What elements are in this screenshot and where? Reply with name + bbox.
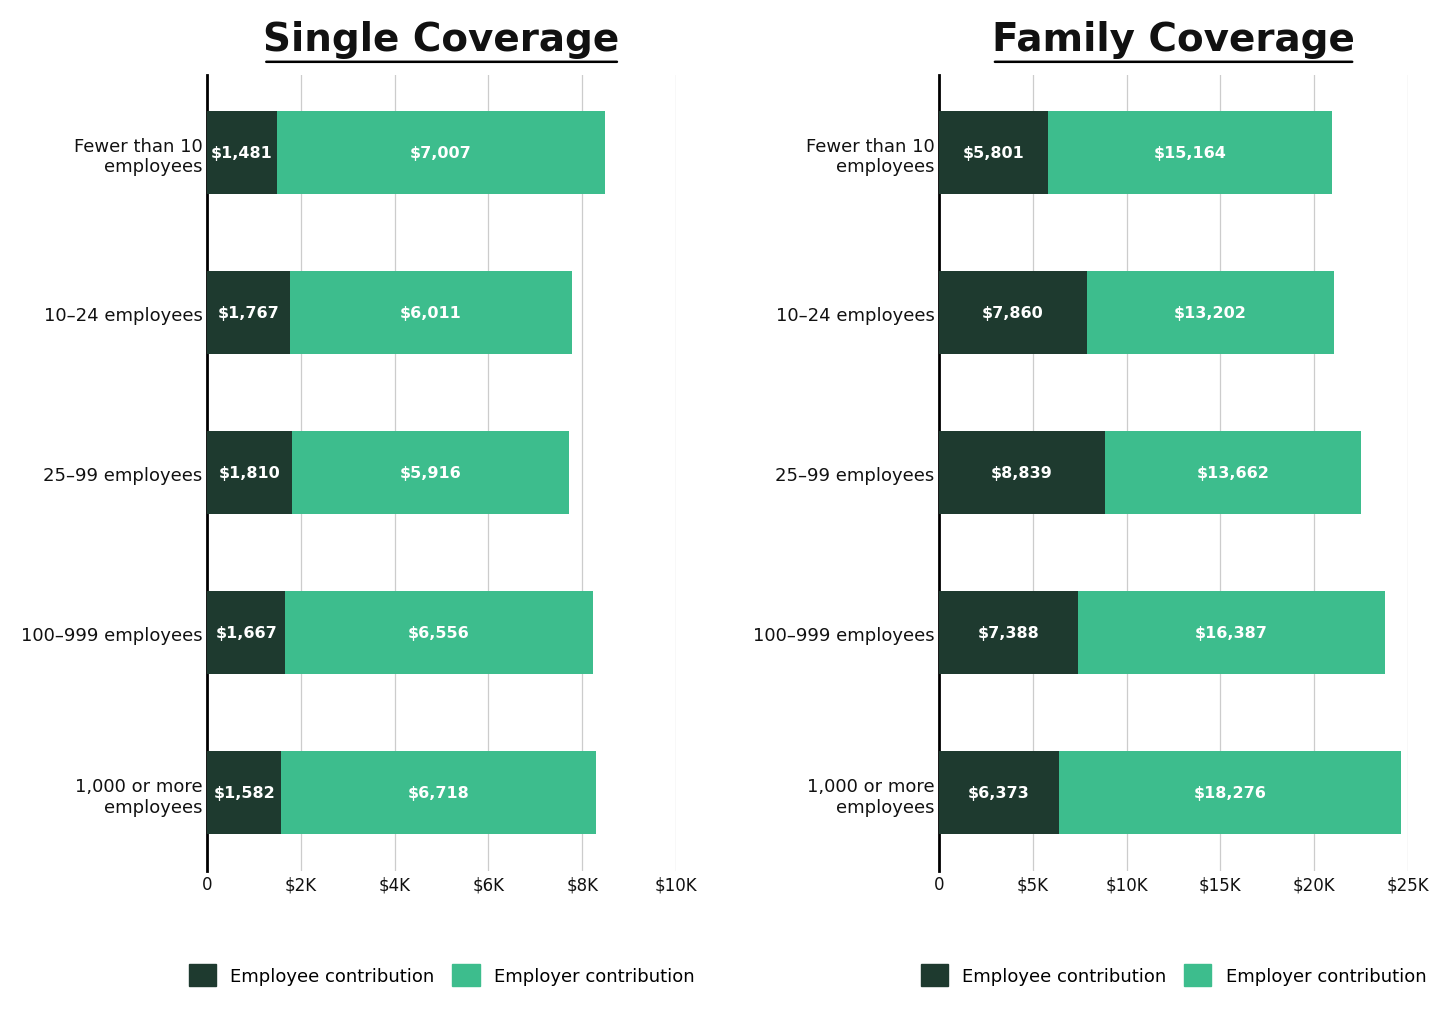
Bar: [277, 112, 605, 195]
Text: $1,667: $1,667: [216, 626, 277, 641]
Title: Single Coverage: Single Coverage: [264, 21, 619, 59]
Text: $1,767: $1,767: [218, 306, 280, 320]
Bar: [286, 591, 593, 674]
Bar: [291, 432, 570, 515]
Bar: [1077, 591, 1385, 674]
Text: $15,164: $15,164: [1154, 146, 1227, 161]
Bar: [940, 112, 1048, 195]
Text: $1,582: $1,582: [213, 786, 276, 801]
Text: $16,387: $16,387: [1195, 626, 1267, 641]
Bar: [1058, 751, 1401, 835]
Bar: [290, 272, 571, 355]
Text: $13,662: $13,662: [1196, 466, 1269, 481]
Bar: [940, 272, 1086, 355]
Bar: [940, 432, 1105, 515]
Bar: [281, 751, 596, 835]
Bar: [940, 591, 1077, 674]
Text: $18,276: $18,276: [1193, 786, 1266, 801]
Text: $7,388: $7,388: [977, 626, 1040, 641]
Text: $6,373: $6,373: [969, 786, 1030, 801]
Text: $13,202: $13,202: [1174, 306, 1247, 320]
Text: $6,556: $6,556: [407, 626, 470, 641]
Title: Family Coverage: Family Coverage: [992, 21, 1354, 59]
Text: $1,810: $1,810: [219, 466, 281, 481]
Text: $7,007: $7,007: [410, 146, 471, 161]
Text: $6,718: $6,718: [407, 786, 470, 801]
Text: $8,839: $8,839: [992, 466, 1053, 481]
Bar: [1048, 112, 1333, 195]
Text: $5,801: $5,801: [963, 146, 1025, 161]
Bar: [207, 591, 286, 674]
Text: $1,481: $1,481: [212, 146, 273, 161]
Bar: [207, 751, 281, 835]
Bar: [1105, 432, 1362, 515]
Bar: [1086, 272, 1334, 355]
Bar: [207, 432, 291, 515]
Text: $5,916: $5,916: [400, 466, 461, 481]
Legend: Employee contribution, Employer contribution: Employee contribution, Employer contribu…: [181, 956, 702, 993]
Text: $7,860: $7,860: [982, 306, 1044, 320]
Legend: Employee contribution, Employer contribution: Employee contribution, Employer contribu…: [914, 956, 1434, 993]
Bar: [940, 751, 1058, 835]
Bar: [207, 112, 277, 195]
Text: $6,011: $6,011: [400, 306, 463, 320]
Bar: [207, 272, 290, 355]
